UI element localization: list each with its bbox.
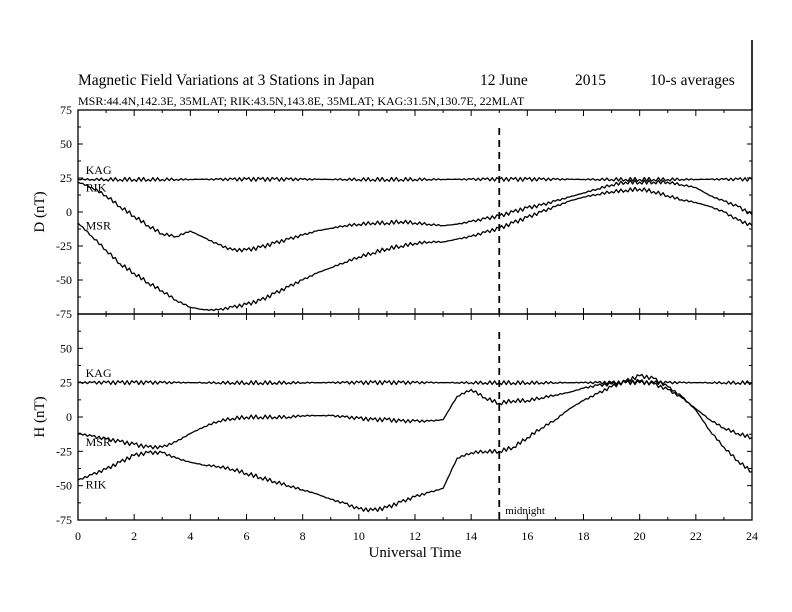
midnight-annotation: midnight [505,505,545,517]
panel-frame-H [77,313,753,521]
y-tick-label: 50 [60,137,72,151]
chart-date: 12 June [480,72,528,89]
y-tick-label: 25 [60,376,72,390]
series-line-H-msr [77,378,753,450]
x-tick-label: 0 [75,529,81,543]
chart-title: Magnetic Field Variations at 3 Stations … [78,72,375,89]
chart-averaging: 10-s averages [650,72,735,89]
y-axis-label-D: D (nT) [32,191,48,232]
series-label-D-kag: KAG [86,163,112,177]
x-tick-label: 2 [131,529,137,543]
y-tick-label: -50 [56,479,72,493]
y-tick-label: -75 [56,513,72,527]
x-tick-label: 12 [409,529,421,543]
plot-area: 75 50 25 0 -25 -50 -75 D (nT) KAG RIK MSR 50 25 0 -25 -… [32,103,758,561]
series-label-D-rik: RIK [86,181,107,195]
y-tick-label: 50 [60,341,72,355]
x-tick-label: 16 [521,529,533,543]
series-label-H-msr: MSR [86,435,111,449]
x-tick-label: 22 [690,529,702,543]
y-tick-label: 75 [60,103,72,117]
series-label-D-msr: MSR [86,219,111,233]
y-tick-label: -25 [56,239,72,253]
x-tick-label: 20 [634,529,646,543]
x-tick-label: 18 [578,529,590,543]
series-label-H-rik: RIK [86,477,107,491]
y-tick-label: -75 [56,307,72,321]
y-axis-label-H: H (nT) [32,396,48,437]
series-line-H-kag [77,380,753,386]
x-tick-label: 14 [465,529,477,543]
y-tick-label: -50 [56,273,72,287]
x-tick-label: 8 [300,529,306,543]
series-line-H-rik [77,373,753,513]
y-tick-label: 0 [66,410,72,424]
chart-subtitle: MSR:44.4N,142.3E, 35MLAT; RIK:43.5N,143.… [78,94,525,108]
x-tick-label: 6 [244,529,250,543]
x-tick-label: 10 [353,529,365,543]
y-tick-label: 25 [60,171,72,185]
y-tick-label: 0 [66,205,72,219]
x-tick-label: 24 [746,529,758,543]
chart-title-row: Magnetic Field Variations at 3 Stations … [78,72,778,92]
y-tick-label: -25 [56,444,72,458]
series-label-H-kag: KAG [86,366,112,380]
series-line-D-kag [77,176,753,182]
x-axis-label: Universal Time [369,545,462,561]
chart-year: 2015 [575,72,606,89]
series-line-D-msr [77,186,753,312]
series-line-D-rik [77,179,753,253]
panel-frame-D [77,109,753,315]
x-tick-label: 4 [187,529,193,543]
